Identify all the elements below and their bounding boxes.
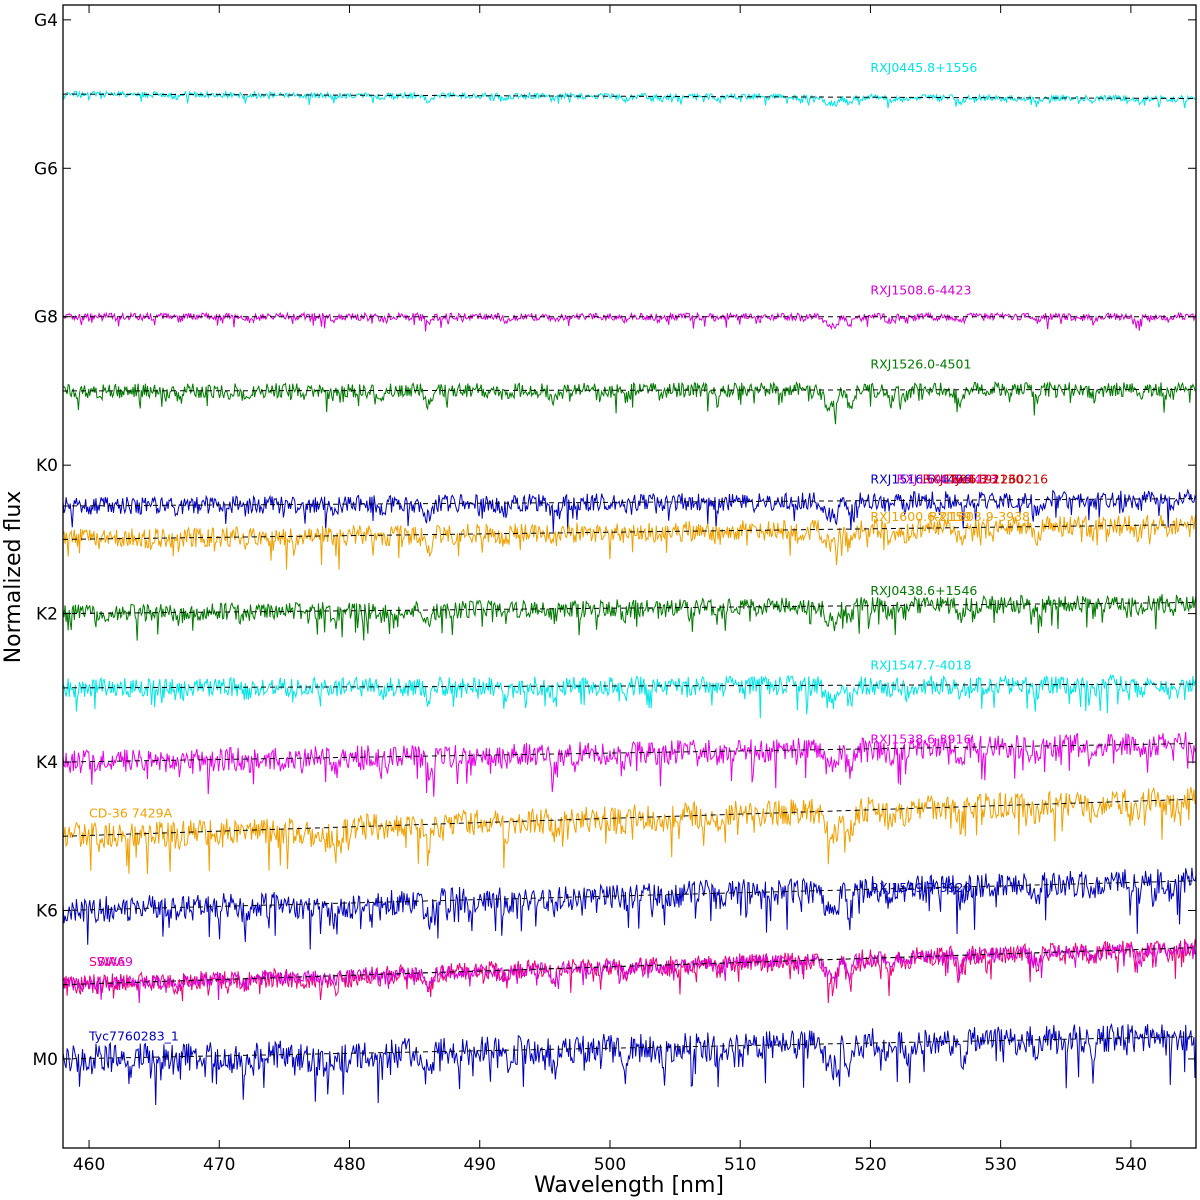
- spectrum-line: [62, 89, 1197, 109]
- spectrum-line: [62, 514, 1197, 570]
- spectrum-line: [62, 1023, 1197, 1106]
- spectrum-line: [62, 673, 1197, 719]
- series-label: CD-36 7429A: [89, 806, 173, 821]
- x-tick-label: 540: [1115, 1155, 1147, 1175]
- spectrum-line: [62, 594, 1197, 641]
- x-tick-label: 480: [333, 1155, 365, 1175]
- y-tick-label: G8: [34, 308, 58, 328]
- y-tick-label: G6: [34, 159, 58, 179]
- x-tick-label: 520: [854, 1155, 886, 1175]
- series-label: RXJ1516.6-4406: [870, 472, 971, 487]
- x-axis: 460 470 480 490 500 510 520 530 540: [73, 5, 1147, 1175]
- y-axis: G4 G6 G8 K0 K2 K4 K6 M0: [33, 11, 1196, 1070]
- series-label: RXJ1508.6-4423: [870, 282, 971, 297]
- x-tick-label: 490: [464, 1155, 496, 1175]
- x-tick-label: 510: [724, 1155, 756, 1175]
- series-label: Tyc6191260216: [948, 472, 1049, 487]
- spectrum-line: [62, 488, 1197, 533]
- series-layer: [62, 89, 1197, 1106]
- series-label: RXJ0445.8+1556: [870, 60, 977, 75]
- x-tick-label: 460: [73, 1155, 105, 1175]
- spectrum-line: [62, 311, 1197, 332]
- x-axis-label: Wavelength [nm]: [534, 1173, 724, 1198]
- spectrum-line: [62, 940, 1197, 1003]
- series-label: SWA6: [89, 954, 125, 969]
- y-tick-label: K2: [36, 605, 58, 625]
- plot-frame: [62, 4, 1197, 1149]
- series-label: RXJ1547.7-4018: [870, 657, 971, 672]
- series-label: RXJ1538.6-3916: [870, 731, 971, 746]
- series-label: RXJ1600.6-2159: [870, 509, 971, 524]
- y-axis-label: Normalized flux: [1, 491, 26, 664]
- series-label: RXJ0438.6+1546: [870, 583, 977, 598]
- x-tick-label: 500: [594, 1155, 626, 1175]
- x-tick-label: 530: [984, 1155, 1016, 1175]
- y-tick-label: K0: [36, 456, 58, 476]
- spectrum-line: [62, 380, 1197, 425]
- y-tick-label: M0: [33, 1050, 58, 1070]
- series-labels: RXJ0445.8+1556 RXJ1508.6-4423 RXJ1526.0-45…: [88, 60, 1048, 1044]
- y-tick-label: K6: [36, 901, 58, 921]
- series-label: RXJ1526.0-4501: [870, 357, 971, 372]
- series-label: RXJ1603.9-3938: [929, 509, 1030, 524]
- series-label: SWA9: [97, 954, 133, 969]
- x-tick-label: 470: [203, 1155, 235, 1175]
- series-label: RXJ1604.3-2130: [923, 472, 1024, 487]
- y-tick-label: G4: [34, 11, 58, 31]
- y-tick-label: K4: [36, 753, 58, 773]
- spectrum-line: [62, 786, 1197, 875]
- spectrum-line: [62, 731, 1197, 797]
- series-label: Tyc7760283_1: [88, 1028, 179, 1043]
- series-label: RXJ1549.7-3920: [870, 880, 971, 895]
- series-label: RXJ1508.6-4423: [896, 472, 997, 487]
- spectrum-line: [62, 867, 1197, 950]
